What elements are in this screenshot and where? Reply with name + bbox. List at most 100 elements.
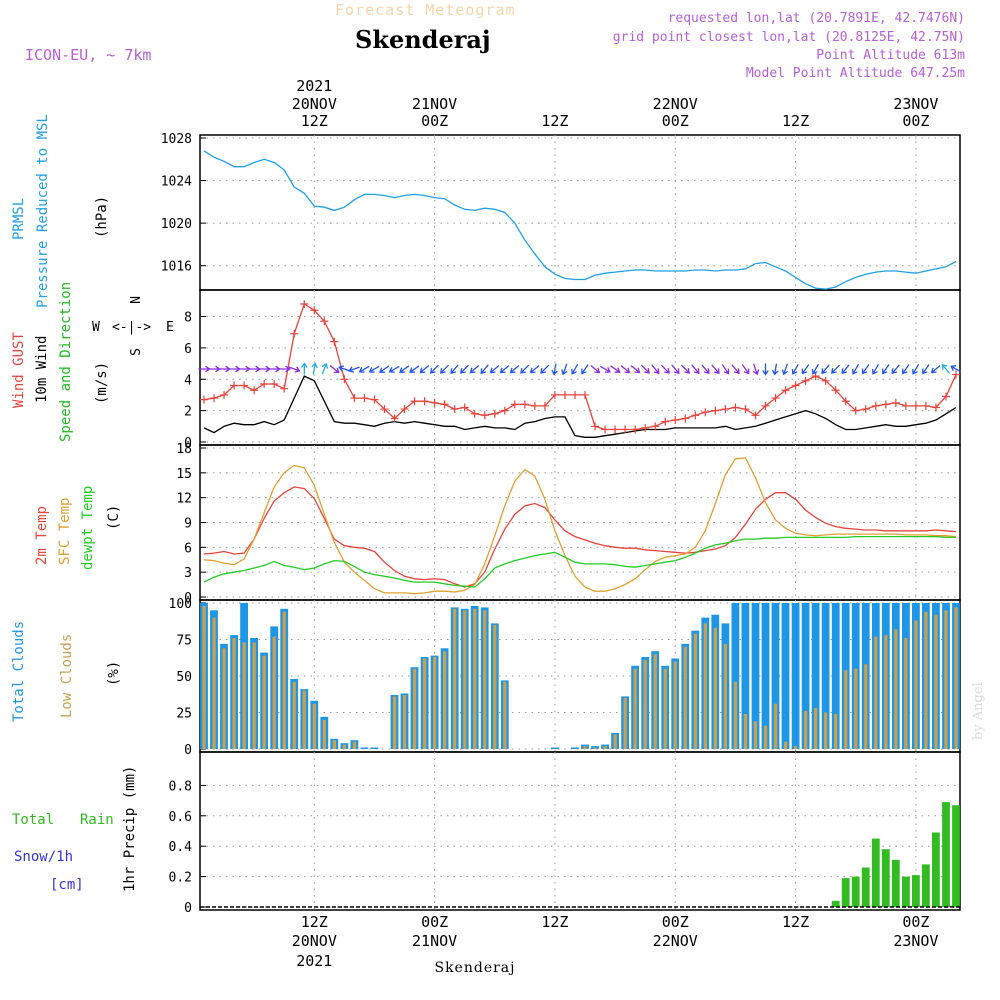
total-cloud-bar bbox=[801, 603, 810, 749]
gust-point bbox=[270, 379, 279, 388]
subtitle: Forecast Meteogram bbox=[335, 1, 516, 19]
compass-n: N bbox=[129, 296, 144, 304]
low-cloud-bar bbox=[453, 608, 457, 749]
total-cloud-bar bbox=[761, 603, 770, 749]
low-cloud-bar bbox=[904, 638, 908, 749]
wind-direction-arrow bbox=[399, 365, 410, 373]
low-cloud-bar bbox=[844, 670, 848, 749]
gust-point bbox=[370, 395, 379, 404]
wind-10m-label: 10m Wind bbox=[34, 336, 50, 403]
gust-point bbox=[300, 299, 309, 308]
low-cloud-bar bbox=[312, 703, 316, 749]
total-cloud-bar bbox=[821, 603, 830, 749]
wind-direction-arrow bbox=[861, 364, 870, 375]
wind-direction-arrow bbox=[529, 365, 540, 374]
y-tick-label: 25 bbox=[176, 707, 192, 722]
wind-direction-arrow bbox=[590, 364, 601, 374]
low-cloud-bar bbox=[814, 708, 818, 749]
time-label-bottom: 12Z bbox=[782, 913, 809, 931]
time-label-top: 22NOV bbox=[653, 95, 698, 113]
low-cloud-bar bbox=[894, 629, 898, 749]
gust-point bbox=[601, 425, 610, 434]
wind-labels: Wind GUST 10m Wind Speed and Direction (… bbox=[11, 282, 174, 442]
wind-direction-arrow bbox=[248, 365, 261, 373]
time-label-top: 00Z bbox=[902, 112, 929, 130]
gust-point bbox=[360, 394, 369, 403]
low-cloud-bar bbox=[292, 681, 296, 749]
series-line-10m-wind bbox=[203, 375, 957, 438]
gridpoint-coords: grid point closest lon,lat (20.8125E, 42… bbox=[613, 30, 965, 45]
time-label-top: 12Z bbox=[541, 112, 568, 130]
wind-direction-arrow bbox=[841, 364, 850, 375]
low-cloud-bar bbox=[934, 614, 938, 749]
temp-2m-label: 2m Temp bbox=[34, 506, 50, 565]
wind-direction-arrow bbox=[228, 365, 241, 373]
y-tick-label: 1020 bbox=[161, 217, 192, 232]
total-cloud-bar bbox=[571, 747, 579, 749]
low-cloud-bar bbox=[623, 697, 627, 749]
gust-point bbox=[510, 400, 519, 409]
low-cloud-bar bbox=[202, 605, 206, 749]
low-cloud-bar bbox=[412, 668, 417, 749]
temp-dew-label: dewpt Temp bbox=[80, 486, 96, 570]
axes-layer: 1016102010241028024680369121518025507510… bbox=[161, 132, 961, 916]
gust-point bbox=[390, 414, 399, 423]
low-cloud-bar bbox=[713, 627, 717, 749]
gust-point bbox=[560, 390, 569, 399]
total-cloud-bar bbox=[781, 603, 790, 749]
low-cloud-bar bbox=[422, 658, 427, 749]
gust-point bbox=[931, 403, 940, 412]
gust-point bbox=[210, 394, 219, 403]
rain-bar bbox=[871, 838, 880, 907]
gust-point bbox=[841, 397, 850, 406]
low-cloud-bar bbox=[884, 635, 888, 749]
gust-point bbox=[200, 395, 208, 404]
low-cloud-bar bbox=[503, 681, 507, 749]
gust-point bbox=[430, 398, 439, 407]
series-line-prmsl bbox=[203, 150, 957, 290]
wind-direction-arrow bbox=[208, 365, 221, 373]
compass-s: S bbox=[129, 348, 144, 356]
low-cloud-bar bbox=[262, 655, 266, 749]
panel-frame-precipitation bbox=[199, 751, 961, 911]
y-tick-label: 15 bbox=[176, 467, 192, 482]
wind-direction-arrow bbox=[321, 362, 329, 375]
gust-point bbox=[661, 417, 670, 426]
gust-point bbox=[290, 329, 299, 338]
total-cloud-bar bbox=[811, 603, 820, 749]
gust-point bbox=[671, 416, 680, 425]
wind-direction-arrow bbox=[469, 365, 480, 374]
time-label-top: 12Z bbox=[301, 112, 328, 130]
low-cloud-bar bbox=[753, 721, 758, 749]
wind-direction-arrow bbox=[599, 365, 611, 373]
gust-point bbox=[410, 397, 419, 406]
gust-point bbox=[380, 405, 389, 414]
wind-direction-arrow bbox=[781, 363, 789, 376]
low-cloud-bar bbox=[793, 746, 798, 749]
low-cloud-bar bbox=[783, 741, 788, 749]
rain-bar bbox=[902, 876, 910, 907]
temp-sfc-label: SFC Temp bbox=[57, 498, 73, 565]
gust-point bbox=[821, 376, 830, 385]
gust-point bbox=[330, 337, 339, 346]
panel-frame-temperature bbox=[199, 444, 961, 601]
low-cloud-bar bbox=[483, 610, 487, 749]
wind-direction-arrow bbox=[450, 364, 459, 375]
low-cloud-bar bbox=[773, 703, 778, 749]
low-cloud-bar bbox=[683, 646, 687, 749]
wind-direction-arrow bbox=[571, 363, 579, 375]
low-cloud-bar bbox=[252, 642, 256, 749]
wind-direction-arrow bbox=[388, 365, 400, 373]
wind-direction-arrow bbox=[278, 365, 291, 373]
wind-direction-arrow bbox=[379, 365, 390, 373]
low-cloud-bar bbox=[804, 711, 808, 749]
y-tick-label: 1028 bbox=[161, 132, 192, 147]
gust-point bbox=[701, 408, 710, 417]
time-label-top: 12Z bbox=[782, 112, 809, 130]
gust-point bbox=[581, 390, 590, 399]
low-cloud-bar bbox=[834, 714, 838, 749]
wind-direction-arrow bbox=[268, 365, 281, 373]
gust-point bbox=[250, 386, 259, 395]
time-label-bottom: 12Z bbox=[541, 913, 568, 931]
wind-direction-arrow bbox=[509, 365, 520, 374]
